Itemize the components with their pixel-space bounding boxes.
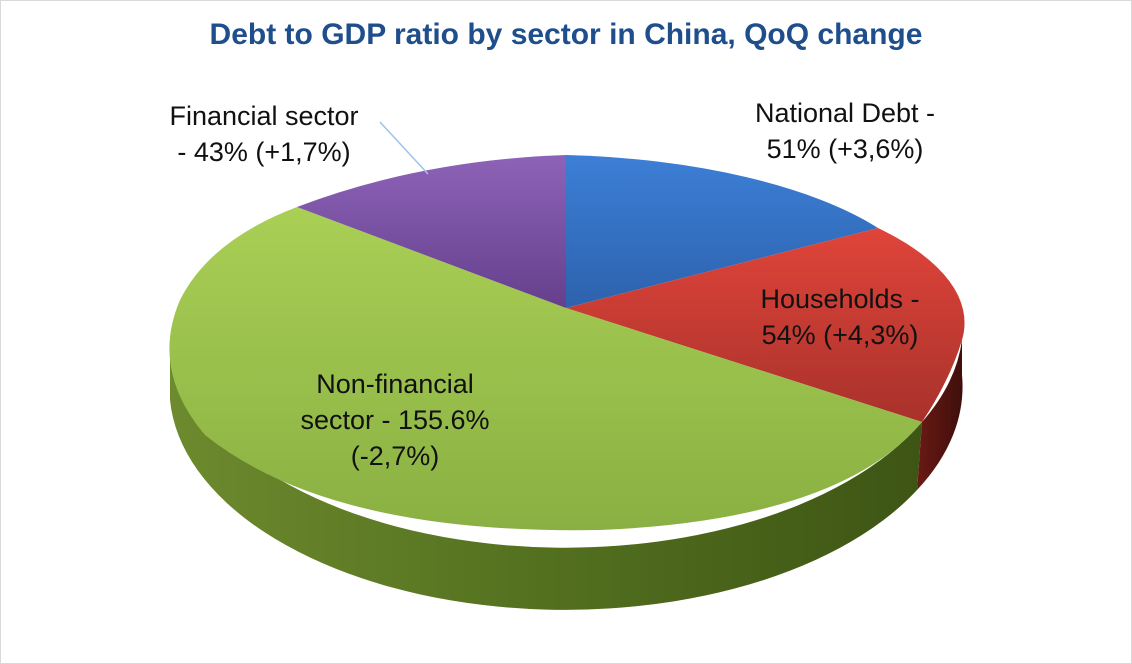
label-non-financial: Non-financial sector - 155.6% (-2,7%)	[300, 369, 490, 471]
slice-side-non-financial	[170, 340, 922, 610]
label-households: Households - 54% (+4,3%)	[760, 284, 920, 350]
slice-side-households	[917, 340, 963, 490]
slice-non-financial	[169, 207, 923, 531]
label-national-debt: National Debt - 51% (+3,6%)	[754, 98, 936, 164]
slice-national-debt	[566, 155, 878, 308]
chart-title: Debt to GDP ratio by sector in China, Qo…	[209, 18, 923, 51]
leader-line-financial	[379, 121, 429, 175]
slice-financial	[297, 155, 566, 308]
slice-households	[566, 228, 965, 422]
label-financial: Financial sector - 43% (+1,7%)	[169, 101, 359, 167]
